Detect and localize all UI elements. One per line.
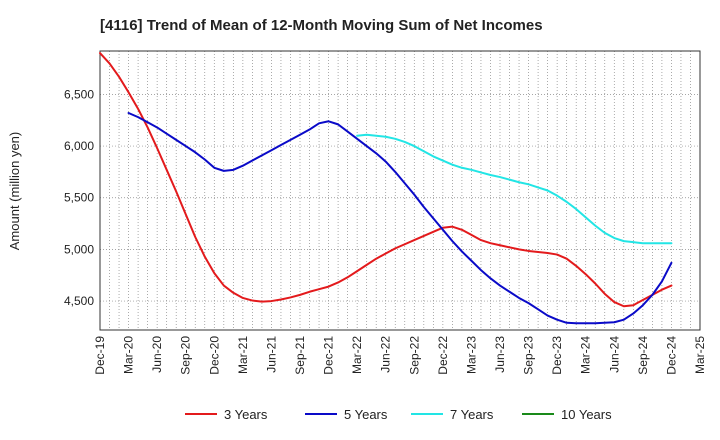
x-tick-label: Mar-21 (236, 336, 250, 374)
x-tick-label: Dec-21 (322, 336, 336, 375)
y-tick-label: 6,000 (64, 139, 94, 153)
legend: 3 Years 5 Years 7 Years 10 Years (185, 407, 612, 422)
x-tick-label: Mar-23 (464, 336, 478, 374)
series-line (356, 133, 673, 245)
x-tick-label: Mar-25 (693, 336, 707, 374)
x-tick-label: Sep-24 (636, 336, 650, 375)
x-tick-label: Jun-22 (379, 336, 393, 373)
x-tick-label: Mar-22 (350, 336, 364, 374)
plot-border (99, 50, 701, 331)
x-tick-label: Sep-23 (522, 336, 536, 375)
legend-label: 3 Years (224, 407, 268, 422)
series-line (99, 52, 673, 308)
x-tick-label: Sep-22 (407, 336, 421, 375)
legend-label: 10 Years (561, 407, 612, 422)
chart-title: [4116] Trend of Mean of 12-Month Moving … (100, 17, 543, 34)
x-tick-label: Mar-24 (579, 336, 593, 374)
x-tick-label: Dec-20 (207, 336, 221, 375)
series-line (127, 112, 673, 325)
x-tick-label: Dec-23 (550, 336, 564, 375)
x-tick-label: Dec-19 (93, 336, 107, 375)
y-tick-label: 4,500 (64, 294, 94, 308)
legend-label: 5 Years (344, 407, 388, 422)
x-tick-label: Sep-20 (179, 336, 193, 375)
x-tick-label: Jun-21 (264, 336, 278, 373)
x-tick-label: Dec-22 (436, 336, 450, 375)
x-tick-label: Jun-24 (607, 336, 621, 373)
x-tick-label: Dec-24 (664, 336, 678, 375)
legend-label: 7 Years (450, 407, 494, 422)
y-tick-label: 5,500 (64, 191, 94, 205)
x-tick-label: Mar-20 (122, 336, 136, 374)
x-tick-label: Sep-21 (293, 336, 307, 375)
x-tick-label: Jun-20 (150, 336, 164, 373)
y-tick-label: 5,000 (64, 242, 94, 256)
x-tick-label: Jun-23 (493, 336, 507, 373)
y-tick-label: 6,500 (64, 87, 94, 101)
plot-area: 4,500 5,000 5,500 6,000 6,500 Dec-19 Mar-20 Jun… (64, 50, 707, 375)
y-axis-label: Amount (million yen) (7, 132, 22, 251)
plot-background (100, 51, 700, 330)
